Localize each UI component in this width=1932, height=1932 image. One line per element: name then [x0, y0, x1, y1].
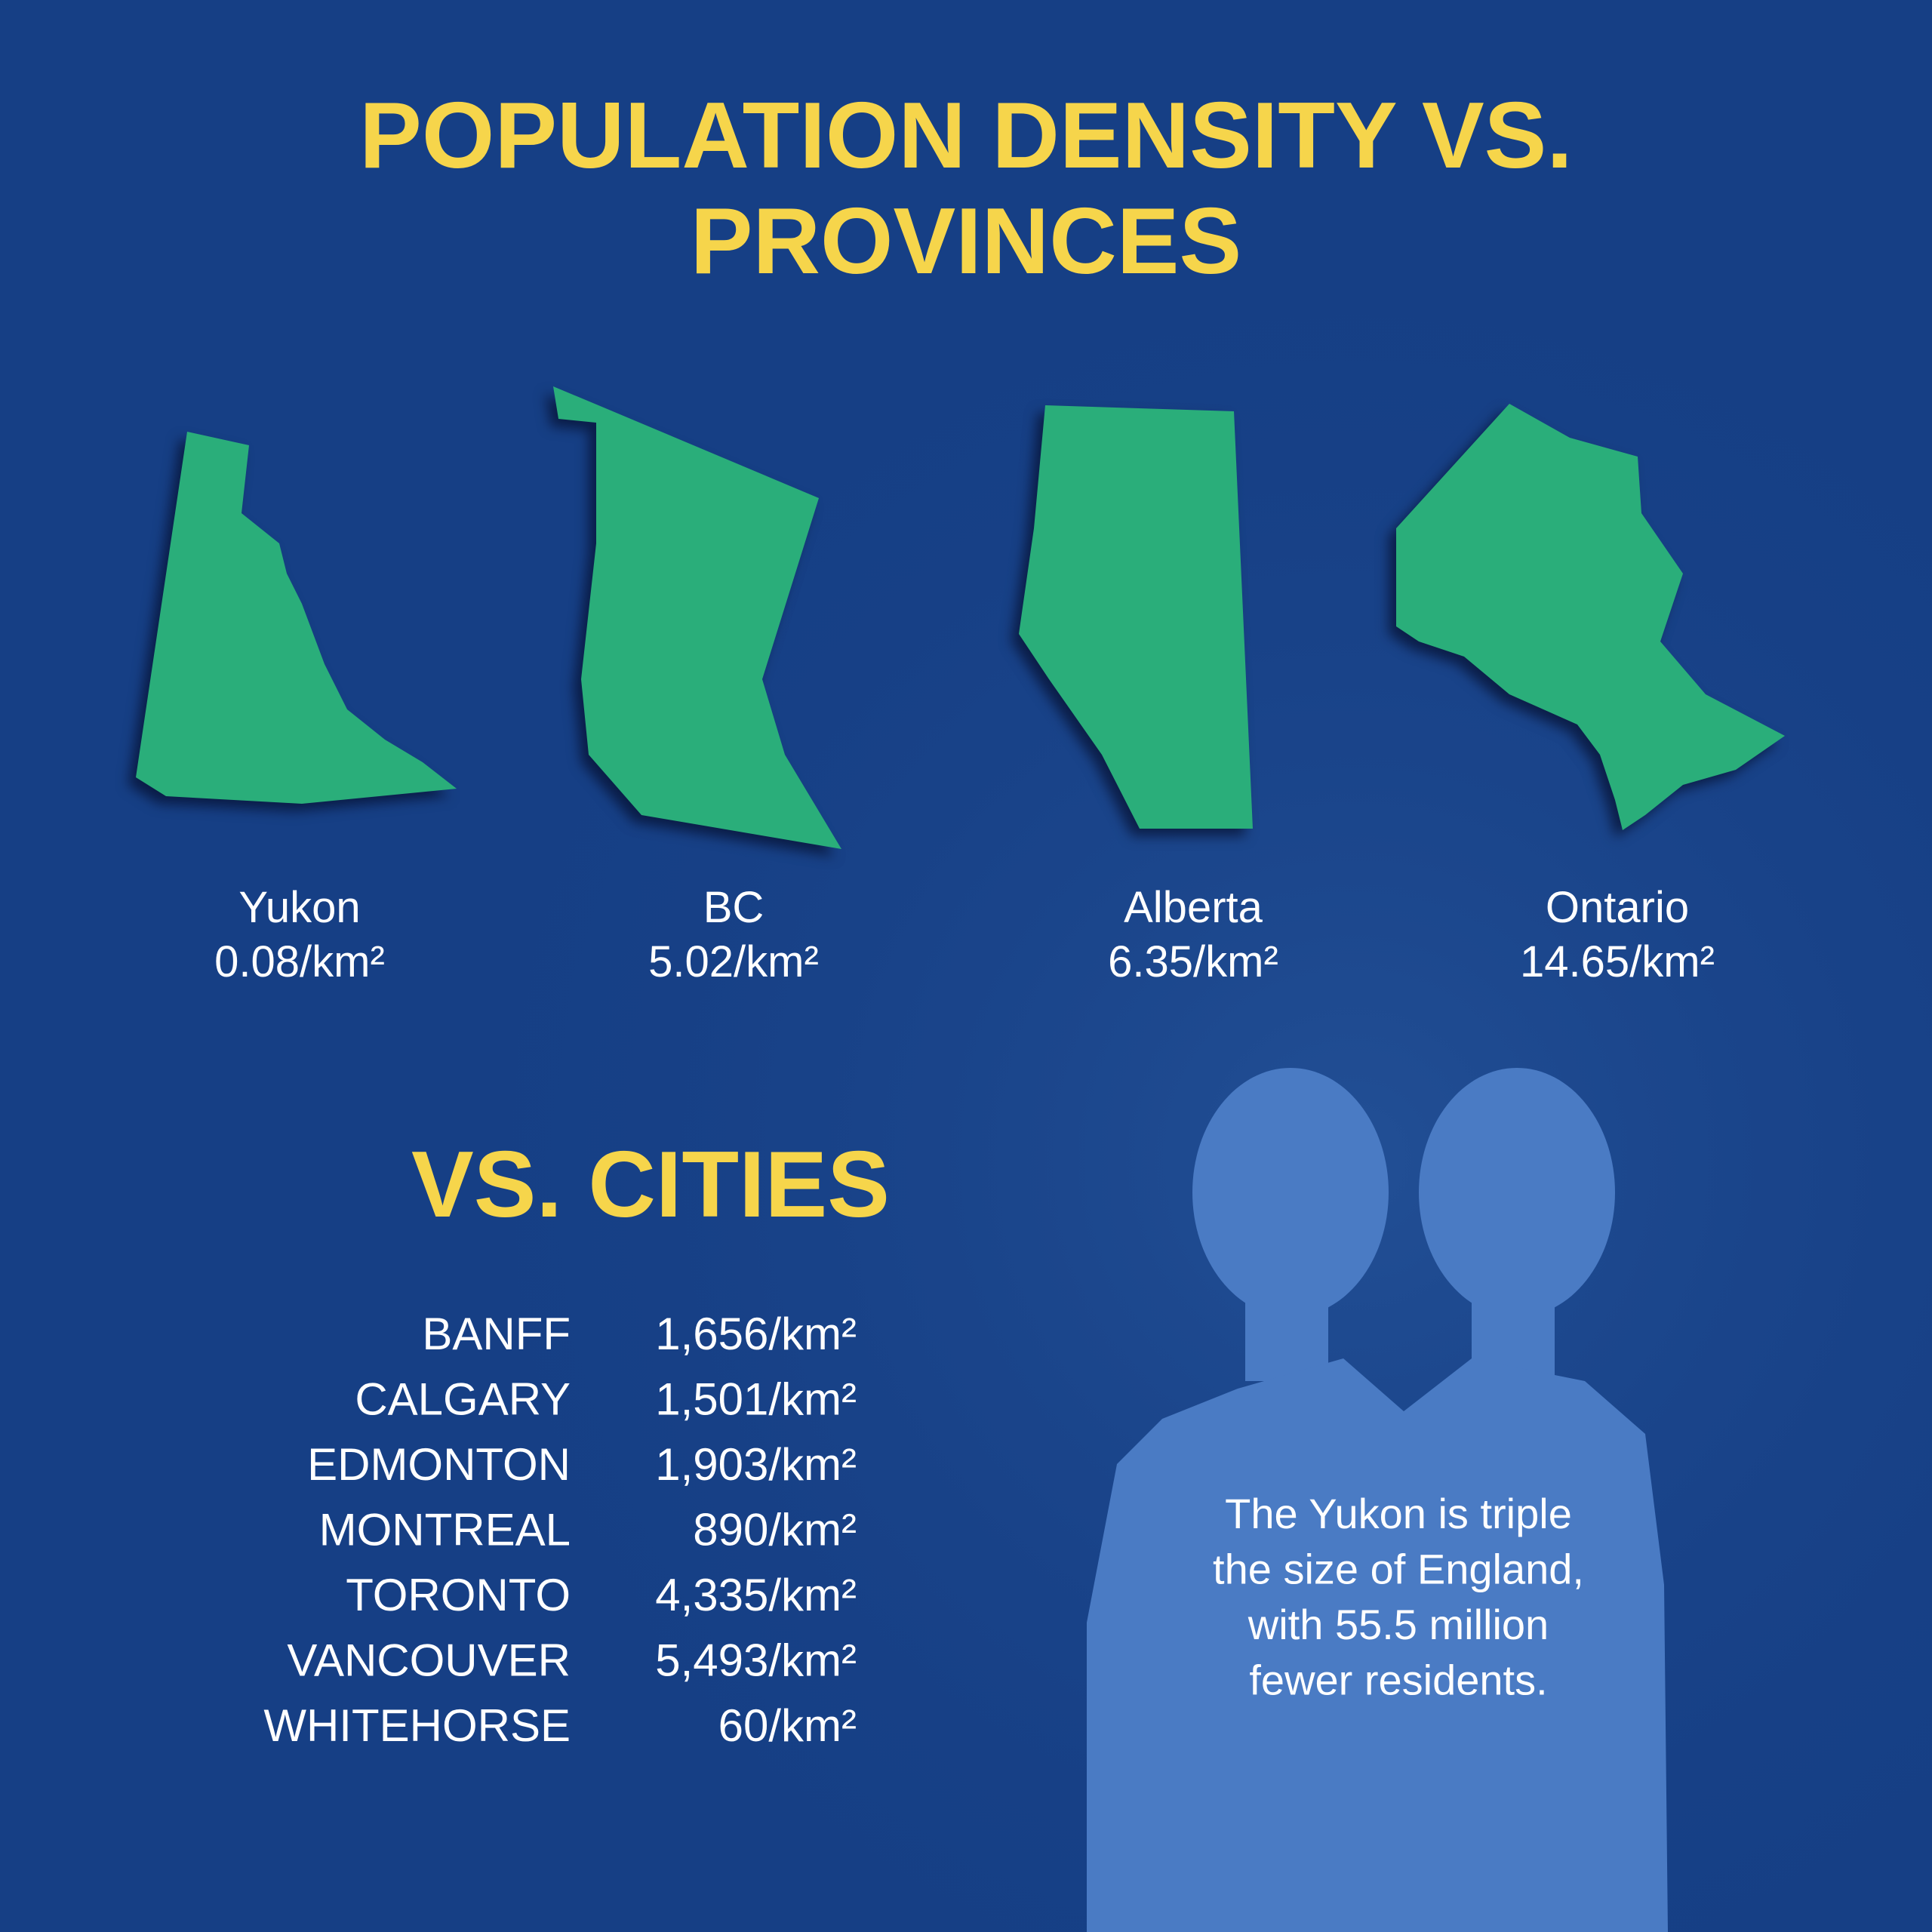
city-density: 4,335/km² — [655, 1570, 857, 1620]
city-density: 890/km² — [693, 1505, 857, 1555]
cities-title: VS. CITIES — [411, 1133, 890, 1237]
province-density: 0.08/km² — [214, 937, 385, 986]
title-line: PROVINCES — [691, 189, 1241, 294]
ontario-shape — [1396, 404, 1785, 830]
province-name: BC — [703, 883, 764, 932]
bodies — [1087, 1358, 1668, 1932]
silhouettes — [1087, 1068, 1668, 1932]
province-labels: Yukon 0.08/km² BC 5.02/km² Alberta 6.35/km² On… — [214, 883, 1715, 986]
note-line: the size of England, — [1213, 1546, 1584, 1593]
head — [1192, 1068, 1389, 1317]
note: The Yukon is triple the size of England, w… — [1213, 1490, 1584, 1704]
title-line: POPULATION DENSITY VS. — [359, 84, 1573, 188]
province-density: 6.35/km² — [1108, 937, 1278, 986]
city-name: CALGARY — [355, 1374, 571, 1425]
city-name: BANFF — [422, 1309, 571, 1359]
note-line: fewer residents. — [1249, 1657, 1547, 1704]
city-density: 60/km² — [718, 1700, 857, 1751]
city-name: EDMONTON — [307, 1439, 571, 1490]
province-density: 5.02/km² — [648, 937, 819, 986]
province-density: 14.65/km² — [1520, 937, 1715, 986]
province-name: Alberta — [1124, 883, 1263, 932]
city-table: BANFF 1,656/km² CALGARY 1,501/km² EDMONTON 1,… — [263, 1309, 857, 1751]
alberta-shape — [1019, 405, 1253, 829]
head — [1419, 1068, 1615, 1317]
note-line: with 55.5 million — [1247, 1601, 1549, 1648]
province-name: Ontario — [1546, 883, 1689, 932]
bc-shape — [553, 386, 841, 849]
city-density: 1,501/km² — [655, 1374, 857, 1425]
province-name: Yukon — [238, 883, 360, 932]
city-density: 1,903/km² — [655, 1439, 857, 1490]
city-name: MONTREAL — [319, 1505, 571, 1555]
yukon-shape — [136, 432, 457, 804]
city-density: 1,656/km² — [655, 1309, 857, 1359]
city-name: TORONTO — [346, 1570, 571, 1620]
city-name: WHITEHORSE — [263, 1700, 571, 1751]
neck — [1245, 1283, 1328, 1381]
city-name: VANCOUVER — [287, 1635, 571, 1686]
note-line: The Yukon is triple — [1225, 1490, 1572, 1537]
city-density: 5,493/km² — [655, 1635, 857, 1686]
